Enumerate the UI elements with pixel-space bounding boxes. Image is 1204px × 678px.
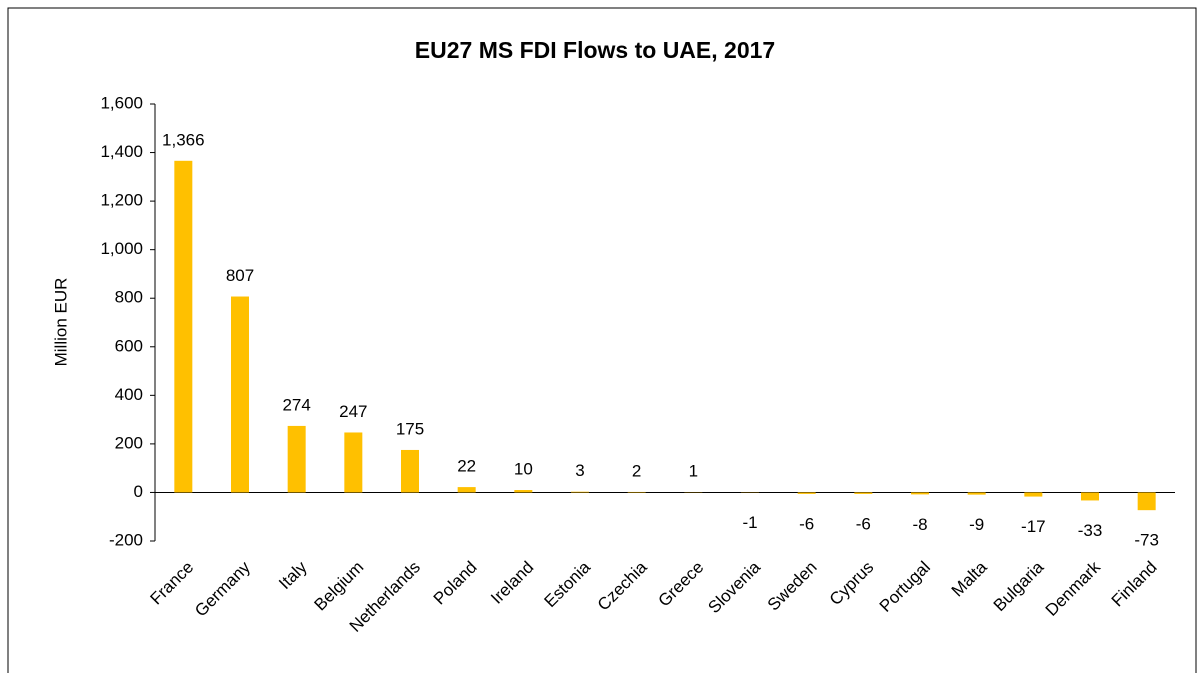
data-label: -6: [799, 514, 814, 533]
x-tick-label: Italy: [275, 557, 311, 593]
y-tick-label: 1,400: [100, 142, 143, 161]
bar: [1138, 492, 1156, 510]
y-tick-label: 400: [115, 385, 143, 404]
bar: [344, 432, 362, 492]
y-axis-label: Million EUR: [51, 278, 70, 367]
bar: [401, 450, 419, 492]
bar: [911, 492, 929, 494]
data-label: 274: [282, 395, 310, 414]
x-tick-label: Finland: [1108, 558, 1161, 611]
y-tick-label: 1,600: [100, 93, 143, 112]
data-label: -9: [969, 515, 984, 534]
x-tick-label: Estonia: [540, 557, 594, 611]
x-tick-label: Portugal: [876, 558, 934, 616]
x-tick-label: Germany: [191, 557, 254, 620]
data-label: 22: [457, 457, 476, 476]
x-tick-label: Greece: [654, 558, 707, 611]
data-label: 1,366: [162, 130, 205, 149]
bar: [174, 161, 192, 493]
x-tick-label: Sweden: [764, 558, 821, 615]
x-tick-label: Slovenia: [704, 557, 764, 617]
bar: [854, 492, 872, 493]
data-label: -73: [1134, 531, 1159, 550]
x-tick-label: Malta: [948, 557, 991, 600]
data-label: 247: [339, 402, 367, 421]
y-tick-label: 1,000: [100, 239, 143, 258]
data-label: 175: [396, 419, 424, 438]
data-label: 3: [575, 461, 584, 480]
bar: [1081, 492, 1099, 500]
x-tick-label: Czechia: [594, 557, 651, 614]
chart-title: EU27 MS FDI Flows to UAE, 2017: [415, 37, 775, 63]
data-label: 807: [226, 266, 254, 285]
y-tick-label: 200: [115, 433, 143, 452]
x-tick-label: Ireland: [487, 558, 537, 608]
x-tick-label: Belgium: [310, 558, 367, 615]
data-label: 10: [514, 460, 533, 479]
bar: [571, 492, 589, 493]
bar: [514, 490, 532, 492]
y-tick-label: 0: [134, 482, 143, 501]
x-tick-label: Bulgaria: [990, 557, 1048, 615]
bar: [288, 426, 306, 493]
y-tick-label: 1,200: [100, 191, 143, 210]
bar: [458, 487, 476, 492]
y-tick-label: 600: [115, 336, 143, 355]
data-label: -8: [912, 515, 927, 534]
bar: [1024, 492, 1042, 496]
data-label: -17: [1021, 517, 1046, 536]
y-tick-label: -200: [109, 530, 143, 549]
x-tick-label: France: [146, 558, 197, 609]
y-tick-label: 800: [115, 288, 143, 307]
data-label: 2: [632, 461, 641, 480]
data-label: -33: [1078, 521, 1103, 540]
data-label: -6: [856, 514, 871, 533]
bar: [798, 492, 816, 493]
x-tick-label: Cyprus: [826, 558, 878, 610]
x-tick-label: Denmark: [1042, 557, 1105, 620]
data-label: 1: [689, 462, 698, 481]
bar: [968, 492, 986, 494]
bar: [231, 297, 249, 493]
x-tick-label: Poland: [430, 558, 481, 609]
data-label: -1: [742, 513, 757, 532]
